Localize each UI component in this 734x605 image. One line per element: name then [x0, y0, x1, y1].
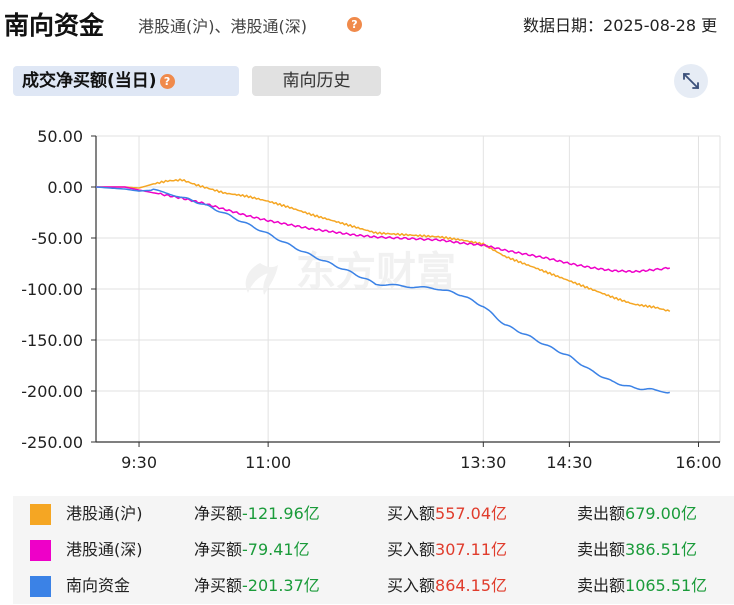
legend-net: 净买额-201.37亿	[194, 568, 320, 604]
sell-value: 386.51亿	[625, 540, 698, 559]
legend-buy: 买入额864.15亿	[387, 568, 507, 604]
sell-value: 679.00亿	[625, 504, 698, 523]
legend-row: 港股通(深) 净买额-79.41亿 买入额307.11亿 卖出额386.51亿	[13, 532, 734, 568]
legend-row: 港股通(沪) 净买额-121.96亿 买入额557.04亿 卖出额679.00亿	[13, 496, 734, 532]
date-value: 2025-08-28	[603, 16, 696, 35]
tab-net-buy-label: 成交净买额(当日)	[22, 71, 157, 91]
date-more[interactable]: 更	[701, 16, 718, 35]
buy-label: 买入额	[387, 504, 436, 523]
buy-value: 307.11亿	[435, 540, 508, 559]
sell-value: 1065.51亿	[625, 576, 708, 595]
legend-swatch	[30, 576, 51, 597]
series-line-1	[96, 178, 671, 313]
legend-sell: 卖出额1065.51亿	[577, 568, 707, 604]
legend-net: 净买额-121.96亿	[194, 496, 320, 532]
y-tick-label: 0.00	[47, 178, 83, 197]
x-tick-labels: 9:30 11:00 13:30 14:30 16:00	[121, 453, 721, 472]
x-tick-label: 11:00	[245, 453, 291, 472]
expand-icon[interactable]	[674, 64, 708, 98]
net-value: -79.41亿	[242, 540, 310, 559]
net-label: 净买额	[194, 540, 243, 559]
y-tick-label: -200.00	[21, 382, 83, 401]
page-subtitle: 港股通(沪)、港股通(深)	[138, 17, 307, 36]
legend-buy: 买入额557.04亿	[387, 496, 507, 532]
buy-value: 557.04亿	[435, 504, 508, 523]
legend-name: 港股通(深)	[66, 540, 143, 559]
page-title: 南向资金	[4, 11, 105, 40]
y-tick-label: -50.00	[31, 229, 83, 248]
data-date: 数据日期：2025-08-28 更	[523, 12, 717, 36]
chart-series	[95, 178, 671, 394]
southbound-chart: 东方财富 50.000.00-50.00-100.00-150.00-200.0…	[21, 127, 721, 472]
sell-label: 卖出额	[577, 504, 626, 523]
legend-buy: 买入额307.11亿	[387, 532, 507, 568]
legend-name: 南向资金	[66, 576, 131, 595]
legend-swatch	[30, 504, 51, 525]
x-tick-label: 16:00	[675, 453, 721, 472]
tab-southbound-history[interactable]: 南向历史	[252, 66, 381, 96]
legend-swatch	[30, 540, 51, 561]
y-tick-labels: 50.00 0.00 -50.00 -100.00 -150.00 -200.00 -250…	[21, 127, 83, 452]
x-tick-label: 13:30	[460, 453, 506, 472]
y-tick-label: -150.00	[21, 331, 83, 350]
y-tick-label: 50.00	[37, 127, 83, 146]
buy-label: 买入额	[387, 576, 436, 595]
sell-label: 卖出额	[577, 540, 626, 559]
buy-value: 864.15亿	[435, 576, 508, 595]
legend-net: 净买额-79.41亿	[194, 532, 310, 568]
net-label: 净买额	[194, 576, 243, 595]
legend-name: 港股通(沪)	[66, 504, 143, 523]
net-value: -201.37亿	[242, 576, 320, 595]
date-label: 数据日期：	[523, 16, 604, 35]
legend-sell: 卖出额679.00亿	[577, 496, 697, 532]
sell-label: 卖出额	[577, 576, 626, 595]
page-header: 南向资金 港股通(沪)、港股通(深) ? 数据日期：2025-08-28 更	[0, 0, 734, 50]
x-tick-label: 9:30	[121, 453, 157, 472]
x-tick-label: 14:30	[546, 453, 592, 472]
legend-table: 港股通(沪) 净买额-121.96亿 买入额557.04亿 卖出额679.00亿…	[13, 496, 734, 604]
legend-sell: 卖出额386.51亿	[577, 532, 697, 568]
question-icon[interactable]: ?	[347, 17, 362, 32]
question-icon[interactable]: ?	[159, 73, 175, 89]
buy-label: 买入额	[387, 540, 436, 559]
series-line-3	[95, 186, 670, 394]
tab-net-buy-today[interactable]: 成交净买额(当日)?	[13, 66, 239, 96]
net-value: -121.96亿	[242, 504, 320, 523]
legend-row: 南向资金 净买额-201.37亿 买入额864.15亿 卖出额1065.51亿	[13, 568, 734, 604]
y-tick-label: -100.00	[21, 280, 83, 299]
net-label: 净买额	[194, 504, 243, 523]
y-tick-label: -250.00	[21, 433, 83, 452]
